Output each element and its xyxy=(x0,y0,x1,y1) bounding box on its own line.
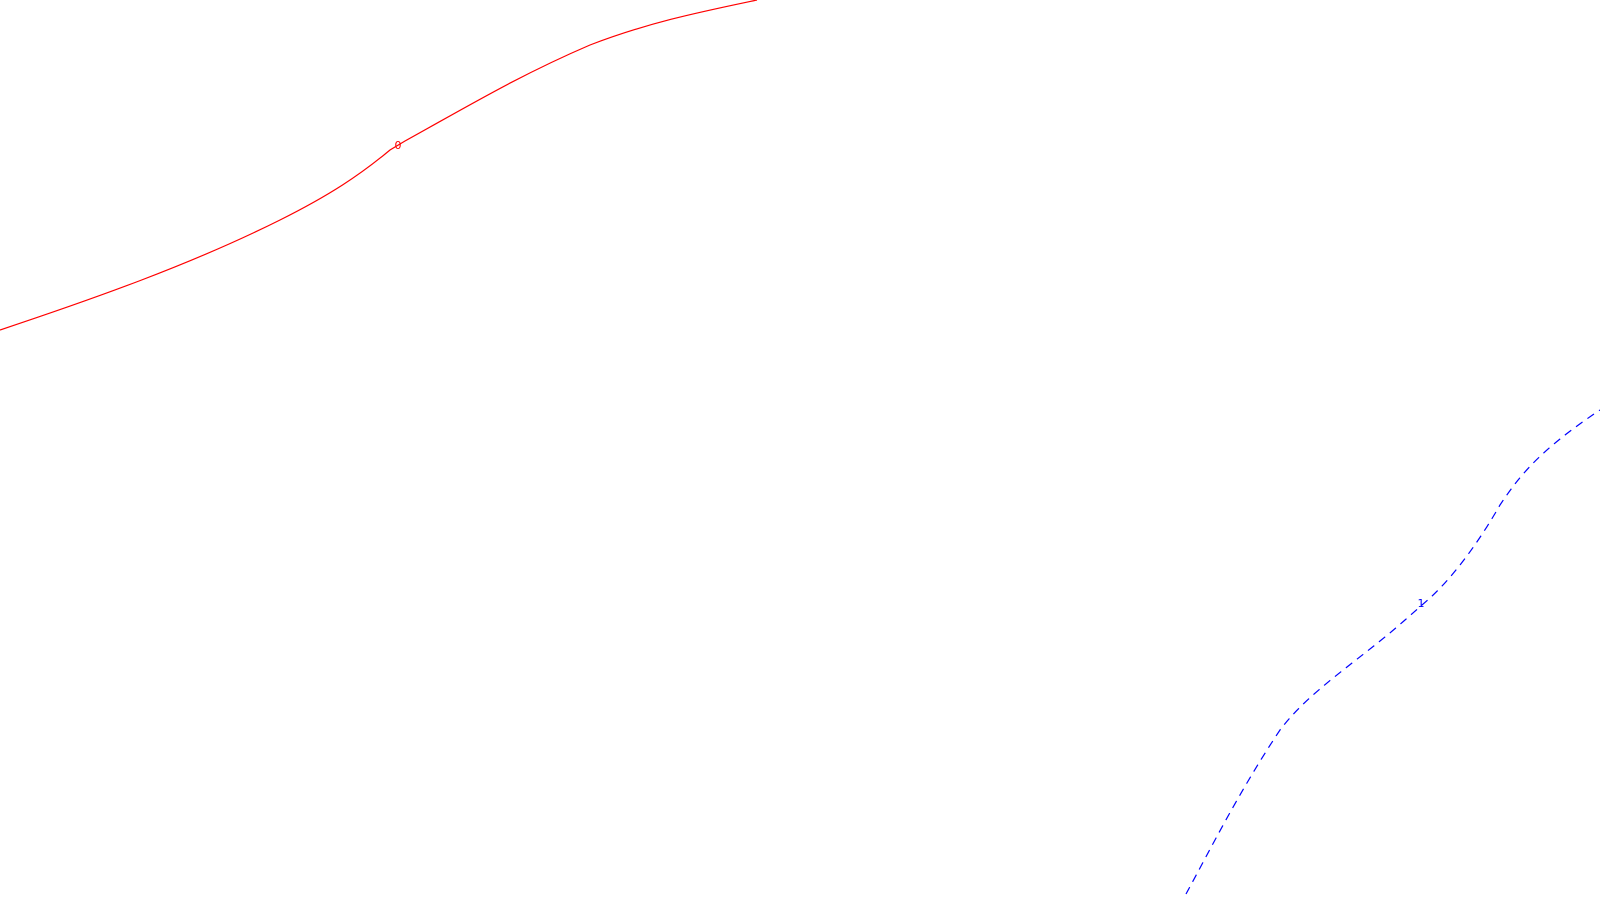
contour-label-0: 0 xyxy=(395,139,402,152)
contour-line-1 xyxy=(1185,409,1600,895)
contour-line-0 xyxy=(0,0,758,331)
contour-label-1: 1 xyxy=(1418,597,1425,610)
